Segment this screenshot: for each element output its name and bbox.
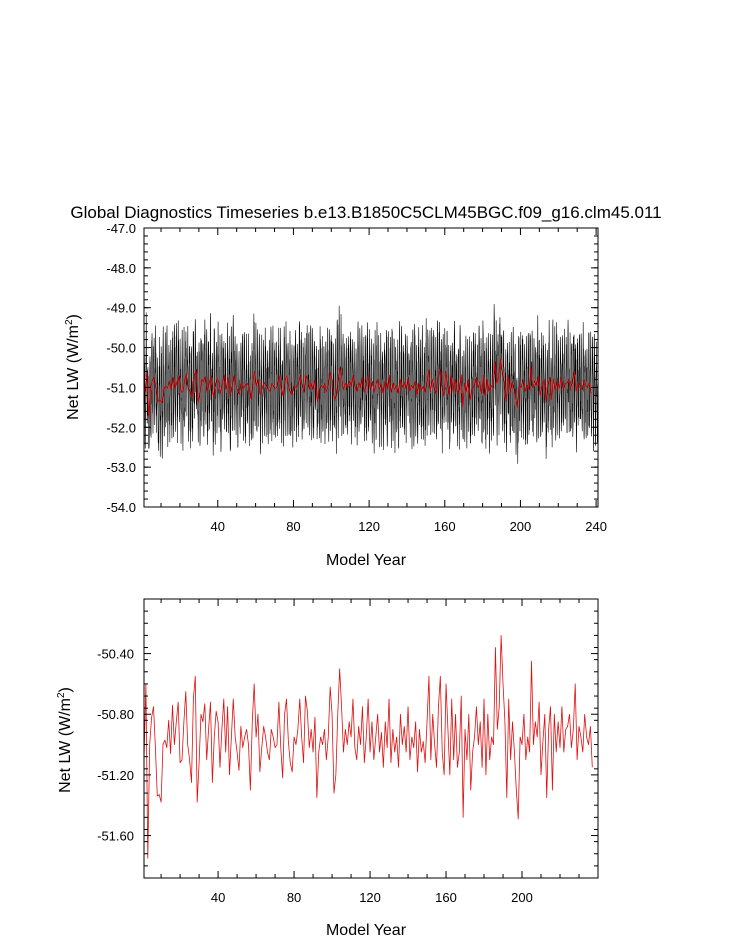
monthly-series-group <box>144 304 598 464</box>
bottom-axis-ticks <box>144 598 599 879</box>
chart-title: Global Diagnostics Timeseries b.e13.B185… <box>70 203 661 222</box>
y-tick-label: -51.60 <box>97 829 134 844</box>
annual-series-line <box>144 634 593 859</box>
y-tick-label: -51.0 <box>106 380 136 395</box>
y-tick-label: -47.0 <box>106 221 136 236</box>
top-x-tick-labels: 40 80 120 160 200 240 <box>211 519 607 534</box>
bottom-x-tick-labels: 40 80 120 160 200 <box>211 890 533 905</box>
top-axis-ticks <box>144 227 598 508</box>
x-tick-label: 40 <box>211 519 225 534</box>
x-tick-label: 40 <box>211 890 225 905</box>
y-tick-label: -52.0 <box>106 420 136 435</box>
annual-timeseries-panel: -51.60 -51.20 -50.80 -50.40 40 80 120 160 200 M… <box>56 598 599 939</box>
y-tick-label: -54.0 <box>106 500 136 515</box>
x-tick-label: 80 <box>287 890 301 905</box>
x-tick-label: 240 <box>585 519 607 534</box>
top-y-tick-labels: -54.0 -53.0 -52.0 -51.0 -50.0 -49.0 -48.0 -47.0 <box>106 221 136 515</box>
y-tick-label: -50.0 <box>106 341 136 356</box>
annual-series-group <box>144 634 593 859</box>
y-tick-label: -50.40 <box>97 647 134 662</box>
top-plot-frame <box>143 227 599 508</box>
bottom-x-axis-label: Model Year <box>326 922 407 939</box>
annual-overlay-line <box>144 358 592 418</box>
y-tick-label: -50.80 <box>97 707 134 722</box>
x-tick-label: 120 <box>358 519 380 534</box>
monthly-series-line <box>144 304 598 464</box>
x-tick-label: 160 <box>434 519 456 534</box>
annual-overlay-group <box>144 358 592 418</box>
bottom-plot-frame <box>143 598 599 879</box>
y-tick-label: -49.0 <box>106 301 136 316</box>
x-tick-label: 200 <box>510 519 532 534</box>
monthly-timeseries-panel: -54.0 -53.0 -52.0 -51.0 -50.0 -49.0 -48.0 -47.0… <box>64 221 607 569</box>
bottom-y-tick-labels: -51.60 -51.20 -50.80 -50.40 <box>97 647 134 844</box>
top-y-axis-label: Net LW (W/m2) <box>64 314 82 420</box>
top-x-axis-label: Model Year <box>326 552 407 569</box>
y-tick-label: -48.0 <box>106 261 136 276</box>
bottom-y-axis-label: Net LW (W/m2) <box>56 687 74 793</box>
x-tick-label: 160 <box>435 890 457 905</box>
y-tick-label: -53.0 <box>106 460 136 475</box>
x-tick-label: 80 <box>286 519 300 534</box>
y-tick-label: -51.20 <box>97 768 134 783</box>
x-tick-label: 200 <box>511 890 533 905</box>
x-tick-label: 120 <box>359 890 381 905</box>
